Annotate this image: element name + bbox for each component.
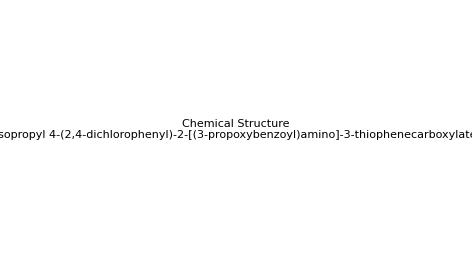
Text: Chemical Structure
isopropyl 4-(2,4-dichlorophenyl)-2-[(3-propoxybenzoyl)amino]-: Chemical Structure isopropyl 4-(2,4-dich… [0,119,472,140]
